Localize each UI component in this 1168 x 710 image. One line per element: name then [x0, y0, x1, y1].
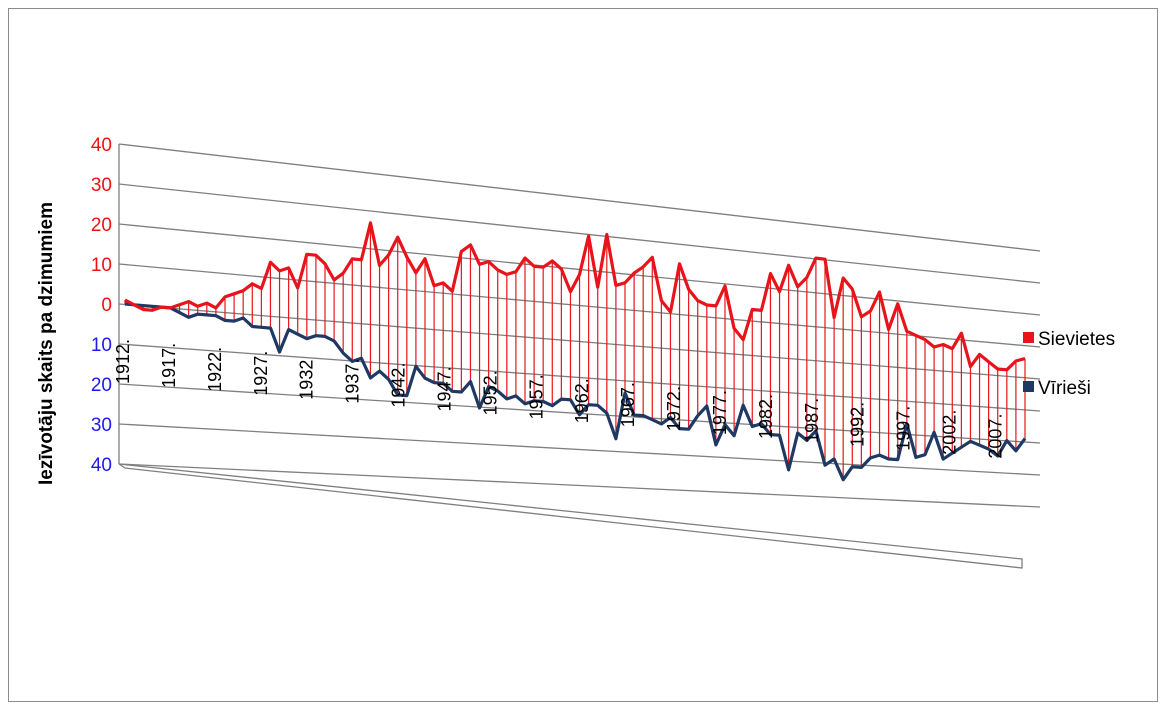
x-tick-label: 1977.	[710, 390, 730, 435]
chart-gridlines	[118, 143, 1041, 508]
x-tick-label: 1992.	[848, 402, 868, 447]
legend-label-sievietes: Sievietes	[1038, 329, 1115, 350]
x-tick-label: 1952.	[480, 370, 500, 415]
y-axis-title: Iezīvotāju skaits pa dzimumiem	[36, 202, 57, 485]
gridline	[118, 423, 1041, 476]
floor-plane	[118, 463, 1023, 569]
series-line-virieshi	[124, 302, 1027, 482]
x-tick-label: 2007.	[985, 414, 1005, 459]
x-tick-label: 1947.	[434, 366, 454, 411]
gridline	[118, 183, 1041, 284]
x-tick-label: 1972.	[664, 386, 684, 431]
x-tick-label: 1937.	[343, 359, 363, 404]
legend-swatch-sievietes	[1023, 332, 1034, 343]
x-tick-label: 1997.	[894, 406, 914, 451]
y-tick-label: 40	[91, 135, 112, 156]
x-tick-label: 1922.	[205, 347, 225, 392]
y-axis-ticks: 40 30 20 10 0 10 20 30 40	[91, 135, 112, 476]
series-lines	[124, 221, 1027, 482]
x-tick-label: 1927.	[251, 351, 271, 396]
x-tick-label: 1982.	[756, 394, 776, 439]
x-tick-label: 1917.	[159, 343, 179, 388]
gridline	[118, 463, 1041, 508]
x-tick-label: 1987.	[802, 398, 822, 443]
legend-swatch-virieshi	[1023, 381, 1034, 392]
legend: Sievietes Vīrieši	[1023, 329, 1115, 399]
y-tick-label: 10	[91, 255, 112, 276]
x-tick-label: 1962.	[572, 378, 592, 423]
x-tick-label: 1957.	[526, 374, 546, 419]
area-fill-hatching	[124, 222, 1026, 480]
y-tick-label: 30	[91, 175, 112, 196]
y-tick-label: 40	[91, 455, 112, 476]
x-tick-label: 1967.	[618, 382, 638, 427]
x-tick-label: 1942.	[389, 363, 409, 408]
y-tick-label: 20	[91, 375, 112, 396]
y-tick-label: 10	[91, 335, 112, 356]
x-tick-label: 1932	[297, 360, 317, 400]
x-axis-ticks: 1912. 1917. 1922. 1927. 1932 1937. 1942. 1947. 1…	[113, 339, 1005, 459]
legend-label-virieshi: Vīrieši	[1038, 378, 1091, 399]
y-tick-label: 30	[91, 415, 112, 436]
x-tick-label: 2002.	[940, 410, 960, 455]
gridline	[118, 143, 1041, 252]
y-tick-label: 0	[101, 295, 112, 316]
y-tick-label: 20	[91, 215, 112, 236]
x-tick-label: 1912.	[113, 339, 133, 384]
chart-floor	[118, 463, 1023, 569]
series-line-sievietes	[124, 221, 1026, 372]
